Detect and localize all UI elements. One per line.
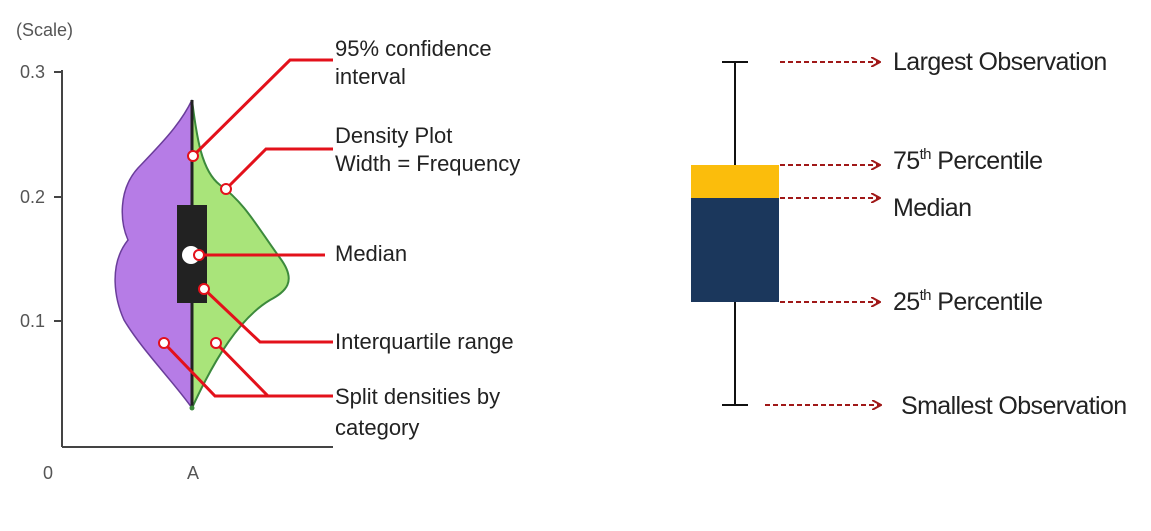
p25-label: 25th Percentile xyxy=(893,287,1042,316)
p75-suffix: th xyxy=(920,146,932,163)
left-density-shape xyxy=(114,99,193,411)
p25-suffix: th xyxy=(920,287,932,304)
scale-label: (Scale) xyxy=(16,20,73,40)
lower-quartile-box xyxy=(691,198,779,302)
callout-marker xyxy=(193,249,205,261)
p75-label: 75th Percentile xyxy=(893,146,1042,175)
density-plot-label-line2: Width = Frequency xyxy=(335,151,520,176)
y-tick-label: 0.2 xyxy=(20,187,45,207)
smallest-observation-label: Smallest Observation xyxy=(901,392,1127,420)
median-box-label: Median xyxy=(893,194,971,222)
p25-word: Percentile xyxy=(931,288,1043,316)
p25-number: 25 xyxy=(893,288,920,316)
p75-word: Percentile xyxy=(931,147,1043,175)
x-origin-label: 0 xyxy=(43,463,53,483)
callout-marker xyxy=(187,150,199,162)
y-tick-label: 0.1 xyxy=(20,311,45,331)
density-plot-label-line1: Density Plot xyxy=(335,123,452,148)
split-densities-label-line1: Split densities by xyxy=(335,384,500,409)
interquartile-range-label: Interquartile range xyxy=(335,329,514,354)
callout-marker xyxy=(158,337,170,349)
largest-observation-label: Largest Observation xyxy=(893,48,1107,76)
density-tail-dot xyxy=(189,405,195,411)
split-densities-label-line2: category xyxy=(335,415,419,440)
confidence-interval-label-line1: 95% confidence xyxy=(335,36,492,61)
x-category-label: A xyxy=(187,463,199,483)
violin-plot: (Scale) 0.3 0.2 0.1 0 A xyxy=(16,20,520,483)
y-tick-label: 0.3 xyxy=(20,62,45,82)
callout-marker xyxy=(220,183,232,195)
median-label: Median xyxy=(335,241,407,266)
callout-marker xyxy=(210,337,222,349)
callout-marker xyxy=(198,283,210,295)
box-plot: Largest Observation 75th Percentile Medi… xyxy=(691,48,1127,420)
p75-number: 75 xyxy=(893,147,920,175)
upper-quartile-box xyxy=(691,165,779,198)
callout-lines xyxy=(162,58,333,398)
confidence-interval-label-line2: interval xyxy=(335,64,406,89)
